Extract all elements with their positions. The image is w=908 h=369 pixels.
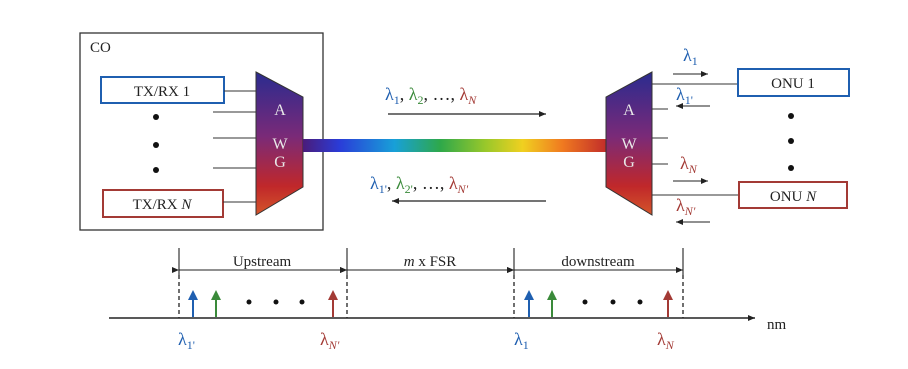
fiber-link (303, 139, 608, 152)
onu-l1-label: λ1 (683, 45, 698, 68)
downstream-channel-arrows (524, 290, 673, 317)
awg-right-letter-g: G (623, 154, 635, 171)
awg-right-letter-a: A (623, 102, 635, 119)
awg-left-letter-a: A (274, 102, 286, 119)
tick-label-down-first: λ1 (514, 329, 529, 352)
fsr-label-bg (378, 255, 482, 267)
spectrum-fsr-label: m x FSR (404, 254, 457, 270)
downstream-ellipsis (582, 299, 643, 305)
upstream-label-bg (214, 255, 314, 267)
co-port-lines (213, 90, 258, 203)
onu-n-box: ONU N (738, 181, 848, 209)
tx-rx-n-label: TX/RX N (133, 197, 193, 213)
co-box (79, 32, 324, 231)
onu-ellipsis-dots (788, 113, 794, 171)
onu-1-box: ONU 1 (737, 68, 850, 97)
spectrum-downstream-label: downstream (561, 254, 635, 270)
tx-rx-n-box: TX/RX N (102, 189, 224, 218)
spectrum-dashed-guides (178, 275, 684, 318)
tx-rx-1-label: TX/RX 1 (134, 84, 190, 100)
awg-left: A W G (255, 71, 304, 216)
tick-label-up-last: λN' (320, 329, 340, 352)
downstream-label-bg (546, 255, 650, 267)
onu-n-label: ONU N (770, 189, 817, 205)
onu-port-lines (652, 83, 738, 196)
awg-right: A W G (605, 71, 653, 216)
onu-ln-label: λN (680, 153, 698, 176)
awg-left-letter-g: G (274, 154, 286, 171)
awg-right-letter-w: W (621, 136, 637, 153)
axis-unit-label: nm (767, 317, 787, 333)
upstream-channel-arrows (188, 290, 338, 317)
spectrum-upstream-label: Upstream (233, 254, 292, 270)
onu-1-label: ONU 1 (771, 76, 815, 92)
awg-left-letter-w: W (272, 136, 288, 153)
co-ellipsis-dots (153, 114, 159, 173)
fiber-upstream-wavelengths: λ1', λ2', …, λN' (370, 173, 469, 196)
spectrum-brackets (172, 248, 684, 275)
tick-label-down-last: λN (657, 329, 675, 352)
fiber-downstream-wavelengths: λ1, λ2, …, λN (385, 84, 477, 107)
upstream-ellipsis (246, 299, 305, 305)
tx-rx-1-box: TX/RX 1 (100, 76, 225, 104)
onu-lnp-label: λN' (676, 195, 696, 218)
onu-l1p-label: λ1' (676, 84, 693, 107)
tick-label-up-first: λ1' (178, 329, 195, 352)
co-label: CO (90, 40, 111, 56)
